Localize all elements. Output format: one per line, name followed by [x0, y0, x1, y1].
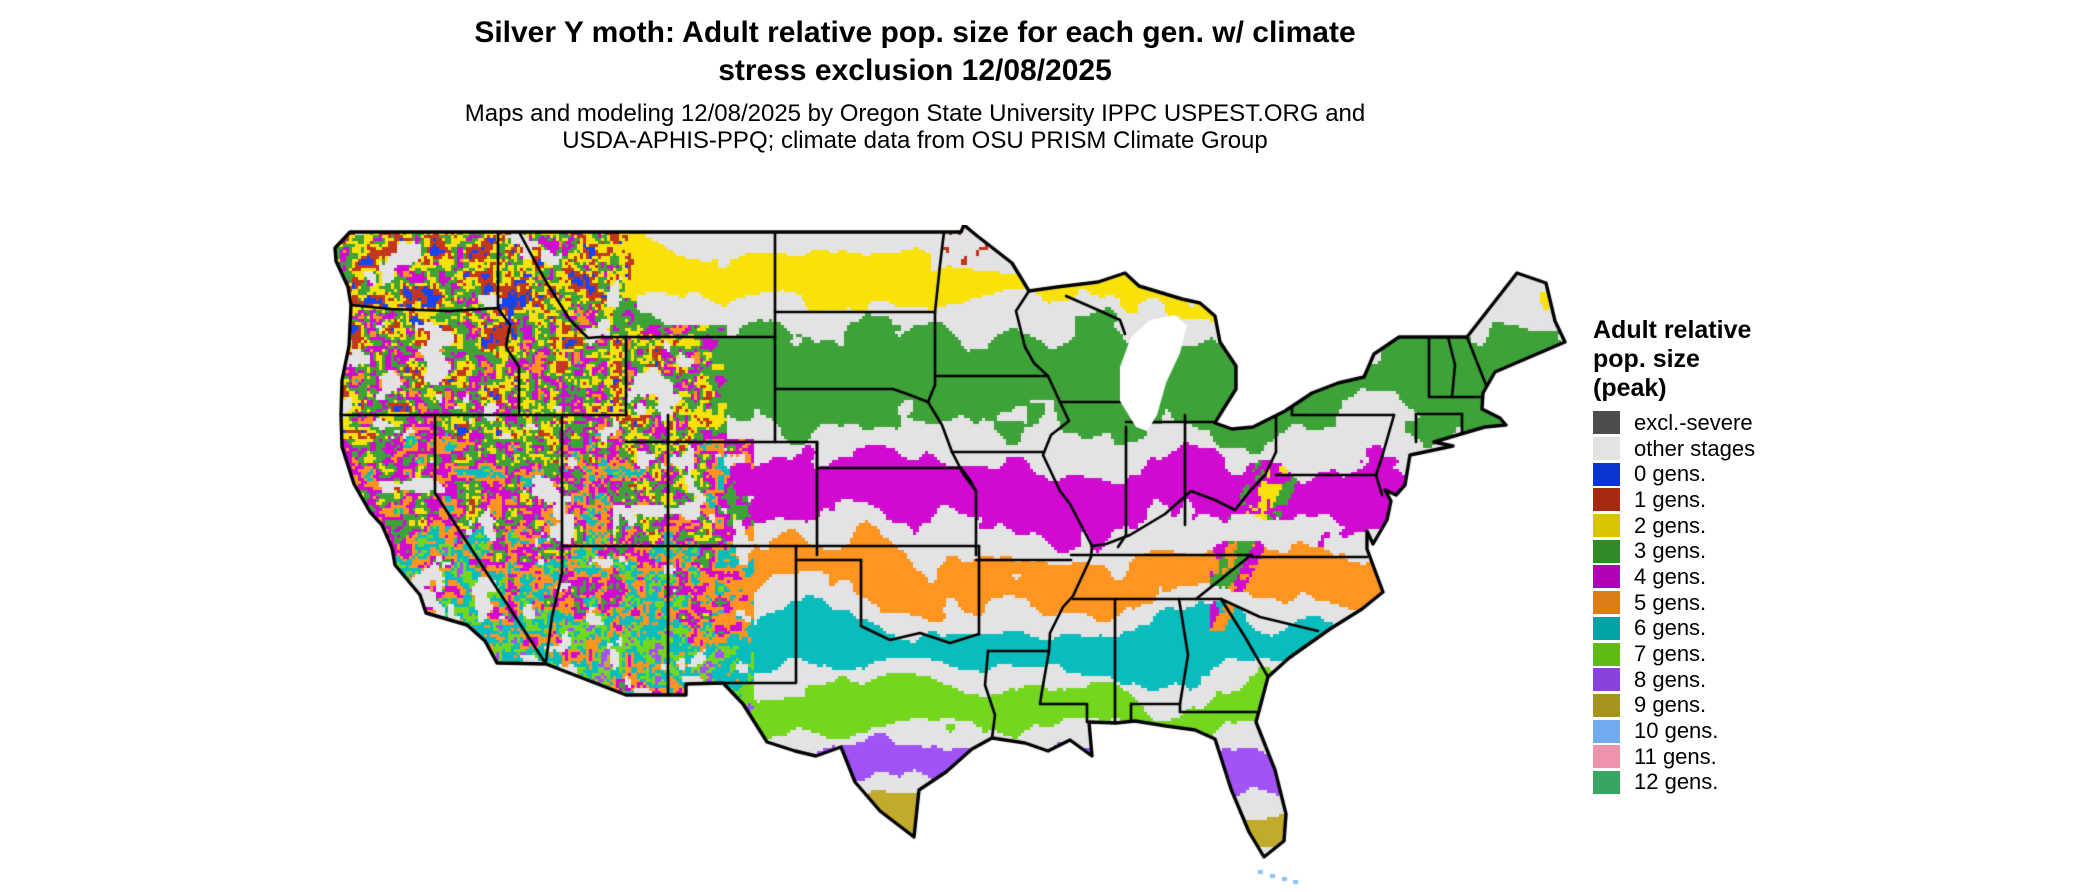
- us-generation-map: [330, 225, 1580, 885]
- legend-color-swatch: [1593, 488, 1620, 512]
- legend-label: 5 gens.: [1634, 589, 1707, 615]
- legend-label: 10 gens.: [1634, 718, 1719, 744]
- legend-item: 7 gens.: [1593, 641, 1893, 667]
- legend-item: 6 gens.: [1593, 615, 1893, 642]
- subtitle-line-1: Maps and modeling 12/08/2025 by Oregon S…: [464, 100, 1366, 127]
- legend-color-swatch: [1593, 693, 1620, 717]
- legend-item: 2 gens.: [1593, 513, 1893, 539]
- legend-label: 11 gens.: [1634, 743, 1717, 769]
- legend-item: 4 gens.: [1593, 564, 1893, 590]
- legend-item: excl.-severe: [1593, 410, 1893, 436]
- legend-item: 3 gens.: [1593, 538, 1893, 564]
- page-title: Silver Y moth: Adult relative pop. size …: [0, 14, 1830, 90]
- header: Silver Y moth: Adult relative pop. size …: [0, 14, 1830, 154]
- legend-label: other stages: [1634, 435, 1756, 461]
- legend-title: Adult relative pop. size (peak): [1593, 316, 1893, 403]
- legend-label: 0 gens.: [1634, 461, 1707, 487]
- legend-item: 12 gens.: [1593, 769, 1893, 796]
- title-line-2: stress exclusion 12/08/2025: [718, 54, 1112, 87]
- legend-color-swatch: [1593, 642, 1620, 666]
- title-line-1: Silver Y moth: Adult relative pop. size …: [474, 16, 1356, 49]
- subtitle-line-2: USDA-APHIS-PPQ; climate data from OSU PR…: [562, 127, 1268, 154]
- legend-label: 1 gens.: [1634, 486, 1707, 512]
- legend-title-line-2: pop. size: [1593, 345, 1700, 373]
- legend-label: 2 gens.: [1634, 512, 1707, 538]
- legend-color-swatch: [1593, 462, 1620, 486]
- legend-label: 7 gens.: [1634, 641, 1707, 667]
- legend-label: 8 gens.: [1634, 666, 1707, 692]
- legend-label: 9 gens.: [1634, 692, 1707, 718]
- legend-color-swatch: [1593, 437, 1620, 461]
- legend-label: 4 gens.: [1634, 563, 1707, 589]
- legend-color-swatch: [1593, 668, 1620, 692]
- legend-color-swatch: [1593, 616, 1620, 640]
- legend: Adult relative pop. size (peak) excl.-se…: [1593, 316, 1893, 795]
- legend-item: 11 gens.: [1593, 744, 1893, 770]
- legend-item: 8 gens.: [1593, 667, 1893, 693]
- legend-color-swatch: [1593, 719, 1620, 743]
- legend-title-line-3: (peak): [1593, 374, 1667, 402]
- legend-item: 5 gens.: [1593, 590, 1893, 616]
- legend-item: 9 gens.: [1593, 692, 1893, 719]
- legend-label: 3 gens.: [1634, 538, 1707, 564]
- legend-color-swatch: [1593, 539, 1620, 563]
- legend-color-swatch: [1593, 591, 1620, 615]
- legend-rows: excl.-severe other stages 0 gens. 1 gens…: [1593, 410, 1893, 795]
- page-subtitle: Maps and modeling 12/08/2025 by Oregon S…: [0, 100, 1830, 154]
- legend-color-swatch: [1593, 770, 1620, 794]
- legend-item: other stages: [1593, 436, 1893, 462]
- legend-color-swatch: [1593, 514, 1620, 538]
- legend-label: 6 gens.: [1634, 615, 1707, 641]
- legend-color-swatch: [1593, 411, 1620, 435]
- legend-label: 12 gens.: [1634, 769, 1719, 795]
- legend-color-swatch: [1593, 565, 1620, 589]
- legend-color-swatch: [1593, 745, 1620, 769]
- legend-title-line-1: Adult relative: [1593, 316, 1752, 344]
- legend-item: 0 gens.: [1593, 461, 1893, 487]
- legend-item: 1 gens.: [1593, 487, 1893, 513]
- legend-label: excl.-severe: [1634, 409, 1753, 435]
- legend-item: 10 gens.: [1593, 718, 1893, 744]
